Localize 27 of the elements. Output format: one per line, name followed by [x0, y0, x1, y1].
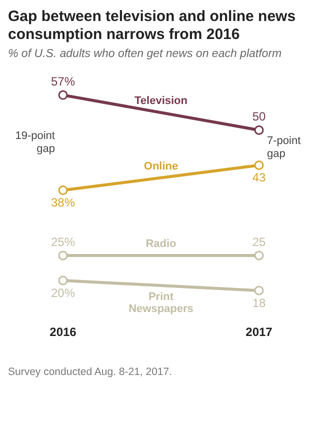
series-label: Print Newspapers	[128, 291, 194, 316]
x-tick-label: 2017	[246, 325, 273, 340]
data-label: 20%	[50, 286, 76, 300]
x-tick-label: 2016	[50, 325, 77, 340]
data-label: 18	[252, 296, 266, 310]
data-label: 25%	[50, 234, 76, 249]
annotation: 19-point gap	[15, 130, 55, 156]
data-label: 43	[252, 170, 266, 185]
data-label: 25	[252, 234, 266, 249]
point	[58, 90, 68, 100]
point	[254, 286, 264, 296]
point	[254, 125, 264, 135]
series-label: Online	[144, 160, 178, 172]
point	[58, 186, 68, 196]
series-label: Radio	[146, 238, 177, 250]
point	[58, 250, 68, 260]
data-label: 57%	[50, 74, 76, 88]
text: Survey conducted Aug. 8-21, 2017.	[8, 366, 174, 378]
chart-subtitle: % of U.S. adults who often get news on each platform	[8, 48, 283, 60]
data-label: 50	[252, 109, 266, 124]
annotation: 7-point gap	[267, 135, 301, 160]
point	[58, 276, 68, 286]
chart-title: Gap between television and online news consumption narrows from 2016	[8, 8, 297, 44]
point	[254, 160, 264, 170]
data-label: 38%	[50, 196, 76, 210]
series-label: Television	[134, 95, 188, 108]
point	[254, 250, 264, 260]
